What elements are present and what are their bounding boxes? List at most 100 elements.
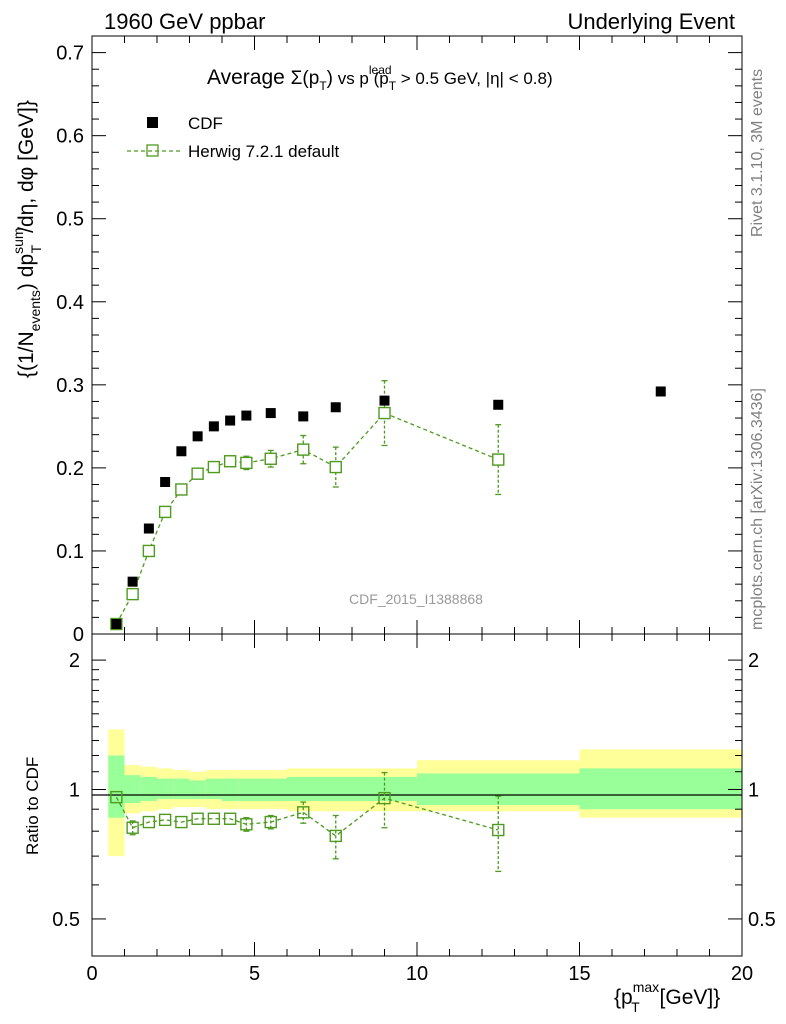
ratio-band-inner [173,778,190,800]
ratio-band-inner [222,778,239,802]
mc-point [158,505,172,519]
ratio-band-inner [140,776,157,802]
mcplots-credit: mcplots.cern.ch [arXiv:1306.3436] [749,388,766,630]
ratio-mc-point [110,790,123,804]
header-right: Underlying Event [567,9,735,34]
ratio-band-inner [189,780,206,800]
ylabel-events: events [27,290,43,331]
mc-point [175,483,188,496]
main-ytick-label: 0.2 [56,458,84,480]
ratio-band-inner [287,776,320,802]
mc-point [223,455,237,468]
ratio-ytick-label: 1 [69,780,80,802]
ratio-mc-point [297,806,310,819]
ratio-bands [108,729,742,857]
main-ytick-label: 0.3 [56,375,84,397]
main-ytick-label: 0.4 [56,292,84,314]
ratio-xtick-label: 15 [568,963,590,985]
cdf-point [298,411,309,422]
mc-point [207,460,221,474]
ratio-mc-point [223,812,237,825]
mc-point [142,544,156,558]
main-ytick-label: 0.7 [56,43,84,65]
title-cut-sub: T [389,79,397,93]
main-ytick-label: 0.6 [56,126,84,148]
cdf-point [192,431,203,442]
ratio-panel: 0.5 0.51 12 20 5 10 15 20 [52,633,776,985]
title-close: ) [327,68,333,89]
ratio-mc-point [191,812,204,825]
ratio-xtick-label: 5 [249,963,260,985]
main-ytick-label: 0.1 [56,541,84,563]
ratio-mc-point [378,791,391,805]
analysis-watermark: CDF_2015_I1388868 [349,591,483,607]
ratio-xtick-label: 10 [406,963,428,985]
cdf-point [241,410,252,421]
ratio-band-inner [205,778,222,800]
title-sup-lead: lead [369,63,392,77]
title-sub-t: T [319,79,327,93]
main-ytick-label: 0 [73,624,84,646]
legend-mc-label: Herwig 7.2.1 default [188,142,339,161]
ratio-mc-point [175,815,188,829]
ratio-mc-point [329,829,342,843]
ylabel-t: T [28,244,44,253]
ratio-mc-point [142,815,156,829]
ratio-band-inner [124,775,141,804]
ratio-band-inner [254,778,287,802]
ratio-band-inner [579,768,742,810]
mc-point [126,587,139,601]
ratio-band-inner [108,755,125,818]
legend-cdf-label: CDF [188,114,223,133]
main-ticks: 0 0.1 0.2 0.3 0.4 0.5 0.6 0.7 [56,36,743,646]
ratio-mc-point [264,815,277,829]
cdf-point [655,386,666,397]
main-data [110,380,666,631]
cdf-point [330,402,341,413]
ratio-xtick-label: 20 [731,963,753,985]
ratio-band-inner [238,778,255,802]
cdf-point [225,415,236,426]
cdf-point [379,395,390,406]
rivet-version: Rivet 3.1.10, 3M events [749,69,766,237]
title-sigma: Σ(p [291,68,320,89]
cdf-point [493,399,504,410]
title-prefix: Average [207,66,291,89]
title-vs: vs p [333,69,369,88]
xlabel-t: T [631,999,640,1015]
mc-point [492,453,505,466]
ratio-ytick-label-right: 0.5 [748,909,776,931]
plot-title: Average Σ(pT) vs plead(pT > 0.5 GeV, |η|… [207,63,553,93]
ratio-mc-point [240,818,253,831]
ratio-mc-point [492,823,505,837]
ylabel-sum: sum [10,227,26,253]
ratio-band-inner [417,773,580,806]
legend-cdf-marker [147,117,158,128]
ratio-ticks: 0.5 0.51 12 20 5 10 15 20 [52,634,776,985]
ratio-ytick-label: 2 [69,650,80,672]
title-cut: (p [374,69,389,88]
cdf-point [127,576,138,587]
ratio-frame [91,633,743,957]
ratio-ytick-label-right: 2 [748,650,759,672]
legend: CDF Herwig 7.2.1 default [127,114,339,161]
ratio-xtick-label: 0 [86,963,97,985]
ratio-mc-point [207,812,221,825]
mc-line [115,412,499,625]
cdf-point [208,421,219,432]
ylabel-part3: /dη, dφ [GeV]} [15,100,38,233]
title-cut-rest: > 0.5 GeV, |η| < 0.8) [396,69,553,88]
ratio-ytick-label-right: 1 [748,780,759,802]
ratio-data [110,771,505,873]
ylabel-part2: ) dp [15,254,38,290]
cdf-point [176,446,187,457]
mc-point [329,460,342,474]
mc-point [378,406,391,420]
mc-point [191,467,204,480]
cdf-point [143,523,154,534]
legend-mc-marker [146,144,159,157]
ylabel-part1: {(1/N [15,331,38,378]
ratio-mc-point [158,813,172,827]
ratio-band-inner [319,776,352,802]
